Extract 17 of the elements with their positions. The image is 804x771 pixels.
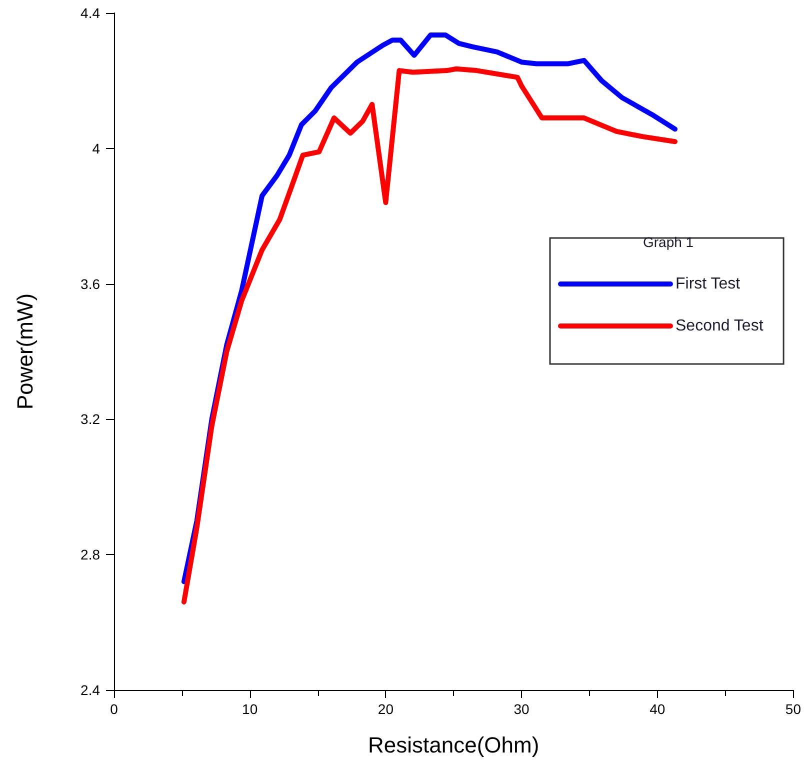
y-tick-label: 4.4 [80, 5, 100, 21]
x-tick-label: 40 [650, 701, 666, 717]
x-tick-label: 10 [242, 701, 258, 717]
text: First Test [676, 276, 741, 292]
y-axis-title: Power(mW) [12, 293, 38, 410]
x-tick-label: 20 [378, 701, 394, 717]
y-tick-label: 2.4 [80, 682, 100, 698]
y-tick-label: 3.2 [80, 411, 100, 428]
x-tick-label: 30 [514, 701, 530, 717]
x-tick-label: 50 [785, 701, 802, 717]
y-tick-label: 2.8 [80, 546, 100, 563]
x-axis-title: Resistance(Ohm) [368, 732, 540, 758]
y-tick-label: 4 [92, 140, 100, 156]
x-tick-label: 0 [110, 701, 118, 717]
text: Second Test [676, 318, 764, 334]
y-tick-label: 3.6 [80, 276, 100, 292]
legend-title: Graph 1 [643, 234, 694, 250]
